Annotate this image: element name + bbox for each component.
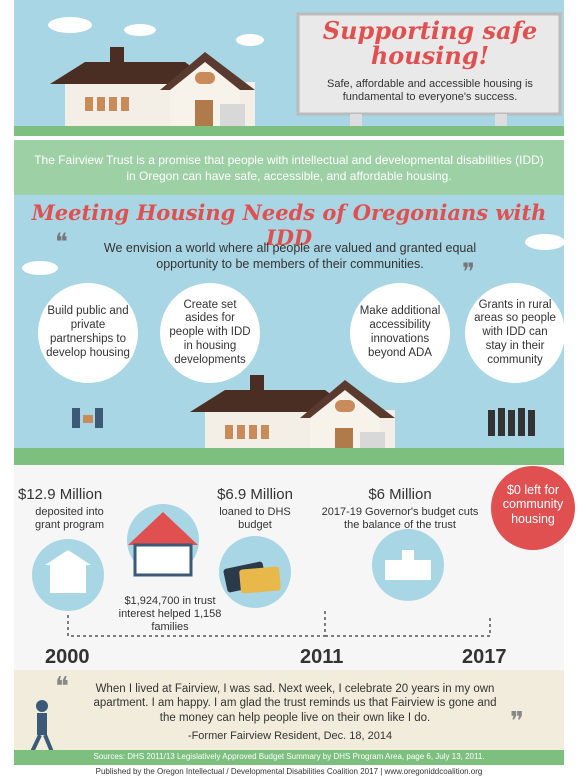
- header-subtitle: Safe, affordable and accessible housing …: [310, 78, 550, 104]
- infographic: ❝ ❞ ❝ ❞ Supporting safe housing! Safe, a…: [0, 0, 578, 778]
- header-title: Supporting safe housing!: [305, 18, 555, 68]
- needs-vision: We envision a world where all people are…: [90, 240, 490, 273]
- event-amount: $6 Million: [330, 486, 470, 503]
- year-label: 2017: [462, 646, 507, 669]
- sources: Sources: DHS 2011/13 Legislatively Appro…: [14, 752, 564, 761]
- promise-text: The Fairview Trust is a promise that peo…: [28, 152, 550, 184]
- testimonial-attribution: -Former Fairview Resident, Dec. 18, 2014: [140, 730, 440, 742]
- goal-circle: Build public and private partnerships to…: [38, 283, 138, 383]
- goal-circle: Create set asides for people with IDD in…: [160, 283, 260, 383]
- zero-label: $0 left for community housing: [495, 483, 571, 526]
- publisher: Published by the Oregon Intellectual / D…: [14, 767, 564, 776]
- interest-note: $1,924,700 in trust interest helped 1,15…: [110, 595, 230, 635]
- event-description: loaned to DHS budget: [215, 506, 295, 532]
- event-amount: $6.9 Million: [200, 486, 310, 503]
- testimonial-quote: When I lived at Fairview, I was sad. Nex…: [90, 682, 500, 725]
- quote-mark: ❞: [510, 707, 524, 737]
- year-label: 2000: [45, 646, 90, 669]
- goal-circle: Grants in rural areas so people with IDD…: [465, 283, 565, 383]
- event-description: deposited into grant program: [22, 506, 117, 532]
- quote-mark: ❝: [55, 672, 69, 702]
- year-label: 2011: [300, 646, 343, 669]
- goal-circle: Make additional accessibility innovation…: [350, 283, 450, 383]
- event-description: 2017-19 Governor's budget cuts the balan…: [315, 506, 485, 532]
- event-amount: $12.9 Million: [18, 486, 128, 503]
